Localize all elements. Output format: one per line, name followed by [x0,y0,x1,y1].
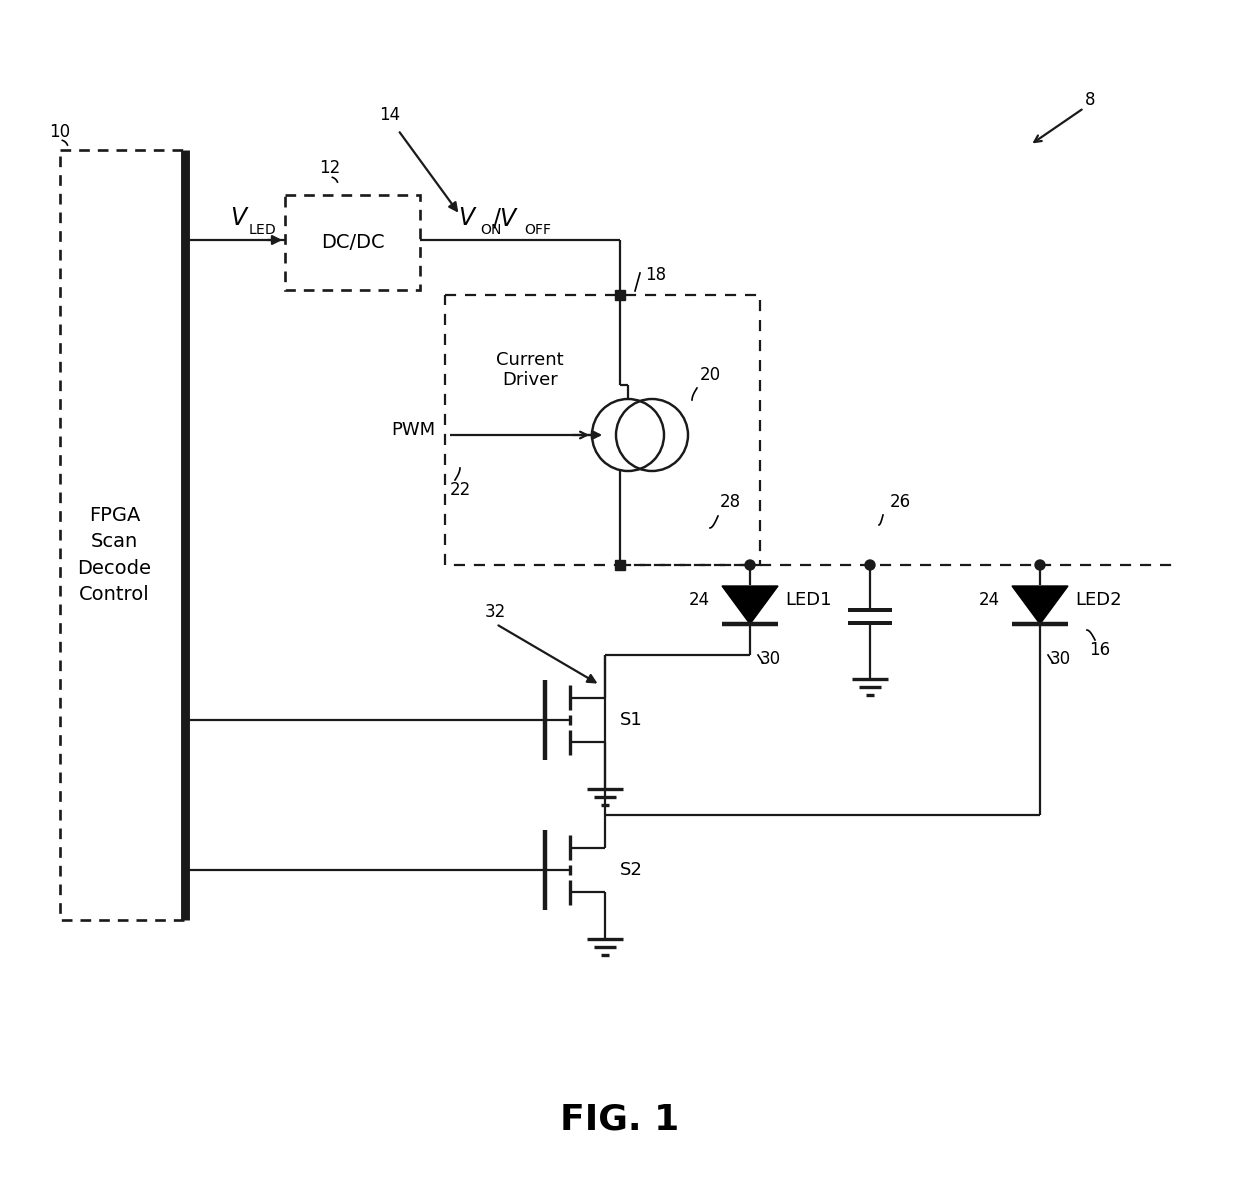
Text: 10: 10 [50,123,71,141]
Text: 14: 14 [379,106,401,124]
Text: LED1: LED1 [785,591,832,609]
Polygon shape [1012,586,1068,624]
Text: $/ \mathit{V}$: $/ \mathit{V}$ [492,206,520,230]
Text: $\mathit{V}$: $\mathit{V}$ [231,206,249,230]
Text: 22: 22 [449,482,471,498]
Text: 30: 30 [760,650,781,668]
Circle shape [1035,560,1045,569]
Text: DC/DC: DC/DC [321,234,384,252]
Text: S2: S2 [620,861,642,879]
Text: 32: 32 [485,603,506,621]
Text: $\mathregular{ON}$: $\mathregular{ON}$ [480,223,502,237]
Bar [615,560,625,569]
Text: S1: S1 [620,712,642,728]
Text: LED2: LED2 [1075,591,1122,609]
Text: 26: 26 [890,492,911,510]
Text: FPGA
Scan
Decode
Control: FPGA Scan Decode Control [77,506,151,604]
Text: $\mathregular{OFF}$: $\mathregular{OFF}$ [525,223,552,237]
Text: FIG. 1: FIG. 1 [560,1103,680,1137]
Text: 20: 20 [701,366,722,384]
Bar [615,290,625,300]
Text: 8: 8 [1085,92,1095,110]
Text: 24: 24 [689,591,711,609]
Text: Current
Driver: Current Driver [496,350,564,389]
Text: 28: 28 [720,492,742,510]
Text: 16: 16 [1090,641,1111,659]
Text: 24: 24 [978,591,999,609]
Text: $\mathregular{LED}$: $\mathregular{LED}$ [248,223,277,237]
Bar [285,195,420,290]
Text: PWM: PWM [391,421,435,439]
Bar [445,295,760,565]
Bar [60,150,185,920]
Polygon shape [722,586,777,624]
Text: 12: 12 [320,159,341,177]
Text: 30: 30 [1050,650,1071,668]
Text: 18: 18 [645,266,666,284]
Circle shape [745,560,755,569]
Text: $\mathit{V}$: $\mathit{V}$ [458,206,477,230]
Circle shape [866,560,875,569]
